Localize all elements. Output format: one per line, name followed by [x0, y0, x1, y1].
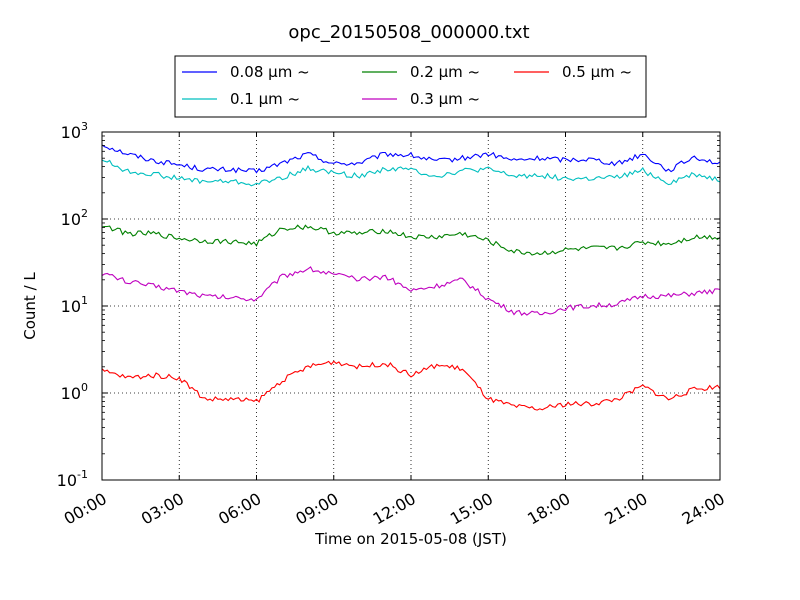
- x-tick-label: 21:00: [601, 489, 650, 529]
- y-tick-label: 103: [61, 120, 88, 142]
- grid-lines: [102, 132, 720, 480]
- series-line: [101, 224, 721, 256]
- x-tick-label: 12:00: [370, 489, 419, 529]
- y-axis: 10-1 100 101 102 103: [57, 120, 720, 490]
- x-tick-label: 09:00: [292, 489, 341, 529]
- y-axis-title: Count / L: [21, 272, 39, 340]
- legend-label: 0.08 μm ~: [230, 63, 310, 81]
- series-lines: [101, 144, 721, 411]
- legend: 0.08 μm ~ 0.1 μm ~ 0.2 μm ~ 0.3 μm ~ 0.5 μm …: [174, 55, 647, 118]
- x-tick-label: 03:00: [138, 489, 187, 529]
- series-line: [101, 159, 721, 187]
- series-line: [101, 144, 721, 174]
- legend-label: 0.1 μm ~: [230, 90, 300, 108]
- legend-label: 0.3 μm ~: [410, 90, 480, 108]
- legend-label: 0.5 μm ~: [562, 63, 632, 81]
- chart-title: opc_20150508_000000.txt: [288, 22, 529, 43]
- x-axis-title: Time on 2015-05-08 (JST): [314, 530, 507, 548]
- legend-frame: [174, 55, 647, 118]
- y-tick-label: 10-1: [57, 468, 88, 490]
- series-line: [101, 360, 721, 411]
- x-tick-label: 15:00: [447, 489, 496, 529]
- x-tick-label: 24:00: [679, 489, 728, 529]
- y-tick-label: 100: [61, 381, 88, 403]
- x-tick-label: 00:00: [61, 489, 110, 529]
- series-line: [101, 266, 721, 316]
- x-tick-label: 18:00: [524, 489, 573, 529]
- x-tick-label: 06:00: [215, 489, 264, 529]
- y-tick-label: 101: [61, 294, 88, 316]
- y-tick-label: 102: [61, 207, 88, 229]
- legend-label: 0.2 μm ~: [410, 63, 480, 81]
- x-axis: 00:00 03:00 06:00 09:00 12:00 15:00 18:00 21:00…: [61, 132, 728, 529]
